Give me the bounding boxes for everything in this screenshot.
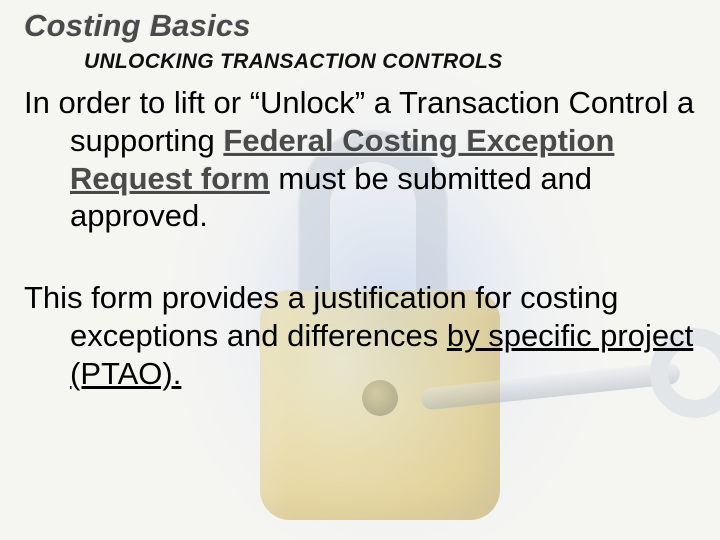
- slide-content: Costing Basics UNLOCKING TRANSACTION CON…: [0, 0, 720, 393]
- paragraph-1: In order to lift or “Unlock” a Transacti…: [24, 84, 696, 235]
- paragraph-2: This form provides a justification for c…: [24, 279, 696, 392]
- slide-subtitle: UNLOCKING TRANSACTION CONTROLS: [84, 50, 696, 74]
- slide-title: Costing Basics: [24, 8, 696, 44]
